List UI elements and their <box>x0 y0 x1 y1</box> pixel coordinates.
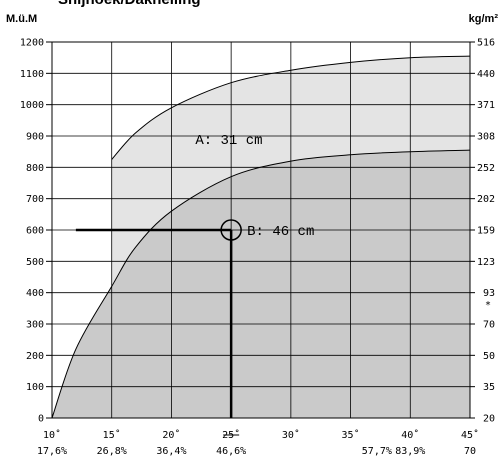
series-labels: A: 31 cm B: 46 cm <box>195 133 314 240</box>
y-tick-label-right: 20 <box>483 414 495 425</box>
x-ticks-percent: 17,6% 26,8% 36,4% 46,6% 57,7% 83,9% 70 <box>37 446 476 457</box>
x-tick-label-degrees: 20˚ <box>162 429 180 441</box>
y-tick-label-left: 300 <box>26 320 44 331</box>
y-tick-label-left: 900 <box>26 132 44 143</box>
x-tick-label-degrees: 35˚ <box>342 429 360 441</box>
area-series-b <box>52 150 470 418</box>
y-tick-label-right: 252 <box>477 163 495 174</box>
chart-title: Snijhoek/Dakhelling <box>58 0 201 8</box>
y-tick-label-left: 500 <box>26 257 44 268</box>
y-tick-label-right: 70 <box>483 320 495 331</box>
y-tick-label-right: 516 <box>477 38 495 49</box>
series-label-b: B: 46 cm <box>247 224 314 240</box>
y-tick-label-right: 371 <box>477 100 495 111</box>
x-tick-label-degrees: 40˚ <box>401 429 419 441</box>
grid-lines <box>52 42 470 418</box>
x-tick-label-percent: 83,9% <box>395 446 425 457</box>
x-tick-label-degrees: 15˚ <box>103 429 121 441</box>
y-tick-label-left: 1200 <box>20 38 44 49</box>
x-tick-label-degrees: 10˚ <box>43 429 61 441</box>
x-tick-label-percent: 36,4% <box>156 446 186 457</box>
y-tick-label-left: 100 <box>26 382 44 393</box>
x-tick-label-degrees: 30˚ <box>282 429 300 441</box>
right-axis-asterisk: * <box>485 300 491 311</box>
x-tick-label-percent: 57,7% <box>362 446 392 457</box>
y-ticks-left: 0 100 200 300 400 500 600 700 800 900 1000 1100 1200 <box>20 38 52 425</box>
y-tick-label-right: 440 <box>477 69 495 80</box>
y-tick-label-right: 50 <box>483 351 495 362</box>
x-tick-label-percent: 17,6% <box>37 446 67 457</box>
y-axis-right-unit: kg/m² <box>469 13 499 25</box>
y-tick-label-right: 159 <box>477 226 495 237</box>
x-tick-label-percent: 70 <box>464 446 476 457</box>
x-tick-label-percent: 46,6% <box>216 446 246 457</box>
y-tick-label-right: 123 <box>477 257 495 268</box>
marker-circle <box>220 219 242 241</box>
x-tick-label-degrees: 45˚ <box>461 429 479 441</box>
y-tick-label-right: 308 <box>477 132 495 143</box>
y-tick-label-left: 600 <box>26 226 44 237</box>
line-series-b <box>51 149 471 419</box>
y-tick-label-left: 800 <box>26 163 44 174</box>
y-tick-label-left: 200 <box>26 351 44 362</box>
y-tick-label-left: 400 <box>26 288 44 299</box>
y-axis-left-unit: M.ü.M <box>6 13 37 25</box>
reading-marker <box>75 219 242 436</box>
y-ticks-right: 20 35 50 70 93 123 159 202 252 308 371 440 516 <box>470 38 495 425</box>
x-ticks-degrees: 10˚ 15˚ 20˚ 25˚ 30˚ 35˚ 40˚ 45˚ <box>43 429 479 441</box>
x-tick-label-percent: 26,8% <box>97 446 127 457</box>
y-tick-label-right: 93 <box>483 288 495 299</box>
y-tick-label-right: 35 <box>483 382 495 393</box>
y-tick-label-left: 1000 <box>20 100 44 111</box>
curve-lines <box>51 55 471 419</box>
y-tick-label-left: 1100 <box>20 69 44 80</box>
series-label-a: A: 31 cm <box>195 133 262 149</box>
y-tick-label-left: 700 <box>26 194 44 205</box>
line-series-a <box>111 55 471 160</box>
y-tick-label-right: 202 <box>477 194 495 205</box>
y-tick-label-left: 0 <box>38 414 44 425</box>
